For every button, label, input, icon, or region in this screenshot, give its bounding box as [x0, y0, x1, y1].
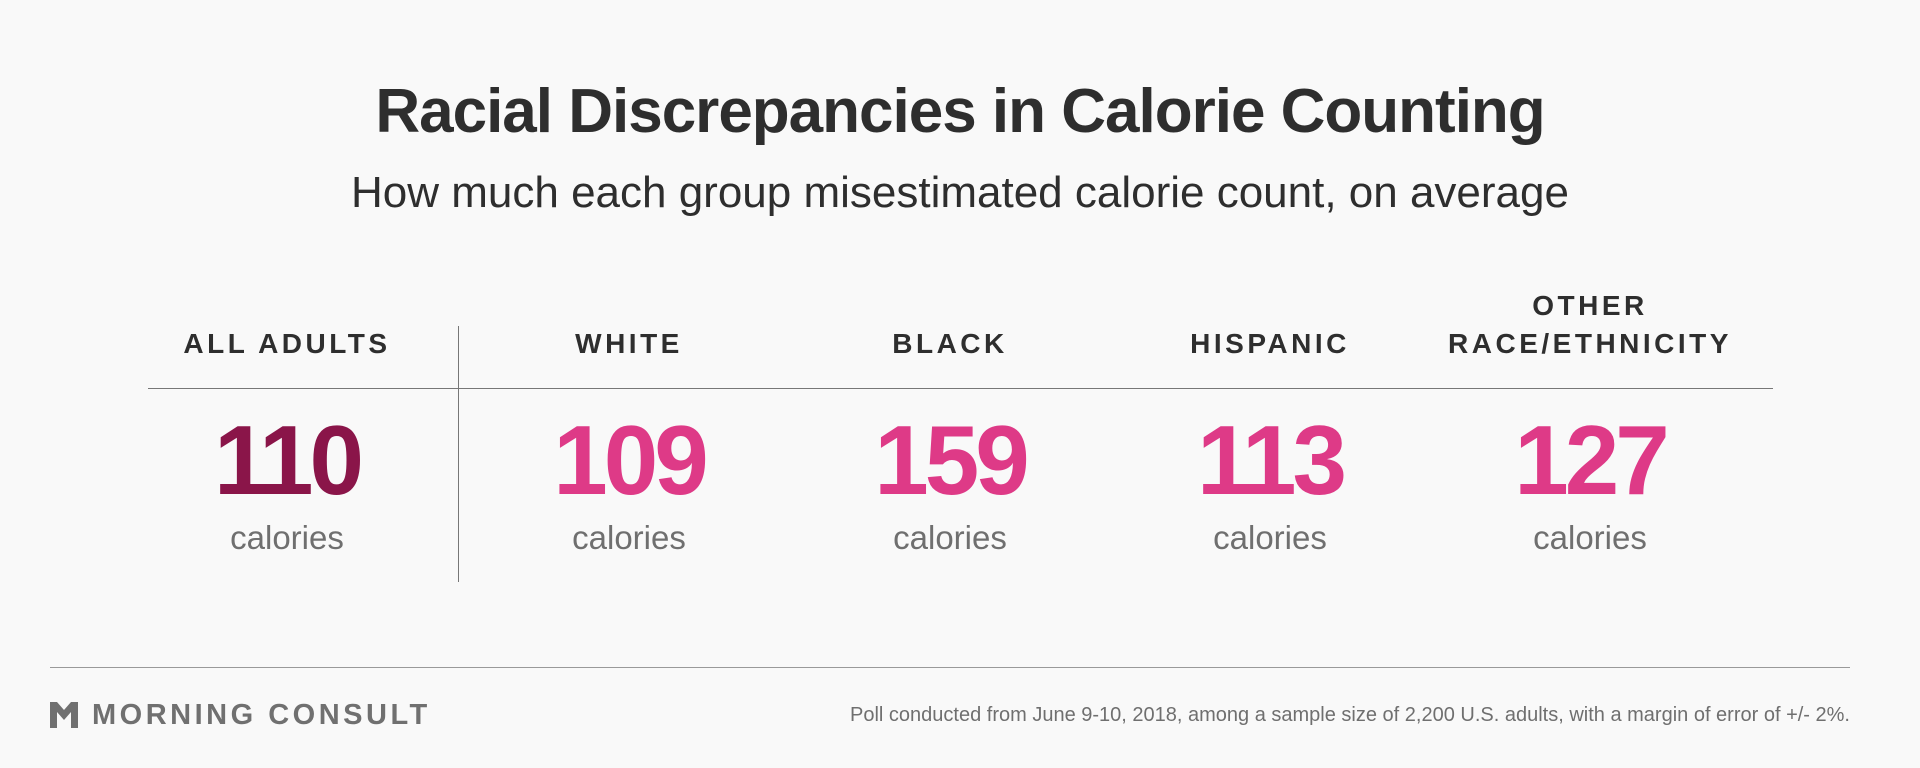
morning-consult-chevron-logo-icon: [50, 702, 78, 728]
column-header: WHITE: [469, 325, 789, 363]
column-unit: calories: [893, 519, 1007, 556]
column-header-line: BLACK: [892, 328, 1008, 359]
stat-column: BLACK 159 calories: [790, 0, 1110, 768]
all-adults-divider: [458, 326, 459, 582]
column-unit: calories: [1533, 519, 1647, 556]
column-header: OTHER RACE/ETHNICITY: [1430, 287, 1750, 363]
stat-column: OTHER RACE/ETHNICITY 127 calories: [1430, 0, 1750, 768]
brand-name: MORNING CONSULT: [92, 698, 431, 731]
chart-title: Racial Discrepancies in Calorie Counting: [375, 77, 1545, 146]
header-divider: [148, 388, 1773, 389]
column-header-line: OTHER: [1532, 290, 1648, 321]
column-value: 109: [553, 405, 709, 515]
brand: MORNING CONSULT: [50, 697, 431, 733]
column-header-line: RACE/ETHNICITY: [1448, 328, 1732, 359]
column-header: HISPANIC: [1110, 325, 1430, 363]
stat-column: WHITE 109 calories: [469, 0, 789, 768]
column-value: 159: [874, 405, 1030, 515]
stat-column: HISPANIC 113 calories: [1110, 0, 1430, 768]
column-header: BLACK: [790, 325, 1110, 363]
stat-column: ALL ADULTS 110 calories: [127, 0, 447, 768]
column-unit: calories: [1213, 519, 1327, 556]
chart-subtitle: How much each group misestimated calorie…: [351, 168, 1569, 217]
column-value: 113: [1196, 405, 1347, 515]
column-value: 127: [1514, 405, 1670, 515]
column-header: ALL ADULTS: [127, 325, 447, 363]
column-header-line: ALL ADULTS: [183, 328, 391, 359]
column-value: 110: [213, 405, 364, 515]
column-header-line: HISPANIC: [1190, 328, 1350, 359]
poll-footnote: Poll conducted from June 9-10, 2018, amo…: [850, 704, 1850, 726]
column-unit: calories: [572, 519, 686, 556]
column-unit: calories: [230, 519, 344, 556]
footer-divider: [50, 667, 1850, 668]
column-header-line: WHITE: [575, 328, 683, 359]
